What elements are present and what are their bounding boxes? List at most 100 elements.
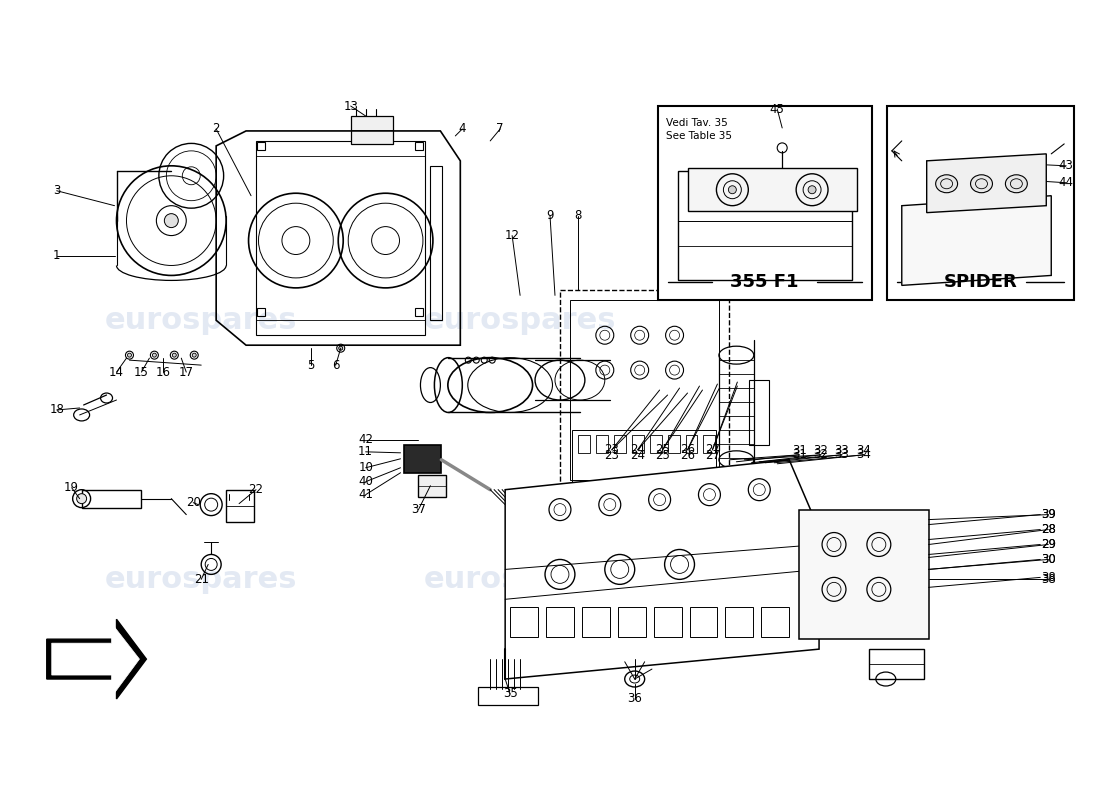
Bar bbox=[631, 435, 644, 453]
Bar bbox=[725, 607, 754, 637]
Bar bbox=[650, 435, 661, 453]
Text: 8: 8 bbox=[574, 209, 582, 222]
Bar bbox=[887, 106, 1075, 300]
Text: eurospares: eurospares bbox=[424, 306, 616, 334]
Text: 27: 27 bbox=[705, 450, 719, 462]
Bar bbox=[685, 435, 697, 453]
Text: 27: 27 bbox=[705, 443, 719, 456]
Text: 28: 28 bbox=[1041, 523, 1056, 536]
Text: 21: 21 bbox=[194, 573, 209, 586]
Bar bbox=[749, 380, 769, 445]
Ellipse shape bbox=[164, 214, 178, 228]
Text: 7: 7 bbox=[496, 122, 504, 135]
Text: 43: 43 bbox=[1059, 159, 1074, 172]
Text: 37: 37 bbox=[411, 503, 426, 516]
Text: 6: 6 bbox=[332, 358, 340, 372]
Text: 34: 34 bbox=[857, 444, 871, 458]
Text: 44: 44 bbox=[1058, 176, 1074, 190]
Text: 45: 45 bbox=[770, 102, 784, 115]
Text: 31: 31 bbox=[792, 448, 806, 462]
Text: Vedi Tav. 35
See Table 35: Vedi Tav. 35 See Table 35 bbox=[666, 118, 732, 141]
Bar bbox=[478, 687, 538, 705]
Text: 31: 31 bbox=[792, 444, 806, 458]
Bar bbox=[510, 607, 538, 637]
Text: 29: 29 bbox=[1041, 538, 1056, 551]
Text: 39: 39 bbox=[1041, 508, 1056, 521]
Bar bbox=[81, 490, 142, 508]
Bar bbox=[582, 607, 609, 637]
Text: 18: 18 bbox=[50, 403, 64, 417]
Text: 30: 30 bbox=[1041, 553, 1056, 566]
Ellipse shape bbox=[728, 186, 736, 194]
Text: 39: 39 bbox=[1041, 508, 1056, 521]
Bar bbox=[957, 225, 977, 241]
Text: 355 F1: 355 F1 bbox=[730, 274, 799, 291]
Bar bbox=[227, 490, 254, 522]
Bar bbox=[596, 435, 608, 453]
Text: 13: 13 bbox=[343, 99, 359, 113]
Text: 25: 25 bbox=[656, 443, 670, 456]
Ellipse shape bbox=[339, 346, 343, 350]
Bar bbox=[257, 142, 265, 150]
Text: 42: 42 bbox=[359, 434, 373, 446]
Text: 24: 24 bbox=[630, 443, 646, 456]
Ellipse shape bbox=[77, 494, 87, 504]
Ellipse shape bbox=[128, 353, 132, 357]
Bar bbox=[416, 142, 424, 150]
Bar bbox=[618, 607, 646, 637]
Bar bbox=[578, 435, 590, 453]
Text: 10: 10 bbox=[359, 462, 373, 474]
Text: 25: 25 bbox=[656, 450, 670, 462]
Bar bbox=[922, 228, 942, 243]
Text: 26: 26 bbox=[680, 450, 695, 462]
Bar bbox=[570, 300, 719, 480]
Polygon shape bbox=[505, 460, 820, 679]
Text: eurospares: eurospares bbox=[104, 306, 297, 334]
Text: 26: 26 bbox=[680, 443, 695, 456]
Ellipse shape bbox=[808, 186, 816, 194]
Ellipse shape bbox=[173, 353, 176, 357]
Text: 29: 29 bbox=[1041, 538, 1056, 551]
Bar bbox=[869, 649, 924, 679]
Text: 33: 33 bbox=[835, 448, 849, 462]
Bar bbox=[704, 435, 715, 453]
Bar bbox=[690, 607, 717, 637]
Polygon shape bbox=[902, 196, 1052, 286]
Text: 38: 38 bbox=[1041, 573, 1056, 586]
Text: 14: 14 bbox=[109, 366, 124, 378]
Text: 38: 38 bbox=[1041, 571, 1056, 584]
Polygon shape bbox=[926, 154, 1046, 213]
Text: 23: 23 bbox=[604, 450, 619, 462]
Bar bbox=[404, 445, 441, 473]
Text: 34: 34 bbox=[857, 448, 871, 462]
Text: 12: 12 bbox=[505, 229, 519, 242]
Text: 32: 32 bbox=[814, 444, 828, 458]
Text: 9: 9 bbox=[547, 209, 553, 222]
Text: 22: 22 bbox=[249, 483, 264, 496]
Bar bbox=[572, 430, 716, 485]
Text: 35: 35 bbox=[503, 687, 517, 701]
Bar bbox=[653, 607, 682, 637]
Ellipse shape bbox=[970, 174, 992, 193]
Bar bbox=[351, 116, 393, 144]
Ellipse shape bbox=[153, 353, 156, 357]
Bar bbox=[1026, 218, 1046, 234]
Text: 3: 3 bbox=[53, 184, 60, 198]
Text: 23: 23 bbox=[604, 443, 619, 456]
Bar bbox=[418, 474, 447, 497]
Text: 15: 15 bbox=[134, 366, 148, 378]
Text: 2: 2 bbox=[212, 122, 220, 135]
Text: 5: 5 bbox=[307, 358, 315, 372]
Text: 24: 24 bbox=[630, 450, 646, 462]
Text: 33: 33 bbox=[835, 444, 849, 458]
Ellipse shape bbox=[1005, 174, 1027, 193]
Polygon shape bbox=[52, 623, 140, 697]
Text: 16: 16 bbox=[156, 366, 170, 378]
Text: 20: 20 bbox=[186, 496, 200, 509]
Bar bbox=[668, 435, 680, 453]
Bar bbox=[546, 607, 574, 637]
Bar bbox=[256, 141, 426, 335]
Text: 30: 30 bbox=[1041, 553, 1056, 566]
Text: eurospares: eurospares bbox=[104, 565, 297, 594]
Text: 41: 41 bbox=[359, 488, 373, 501]
